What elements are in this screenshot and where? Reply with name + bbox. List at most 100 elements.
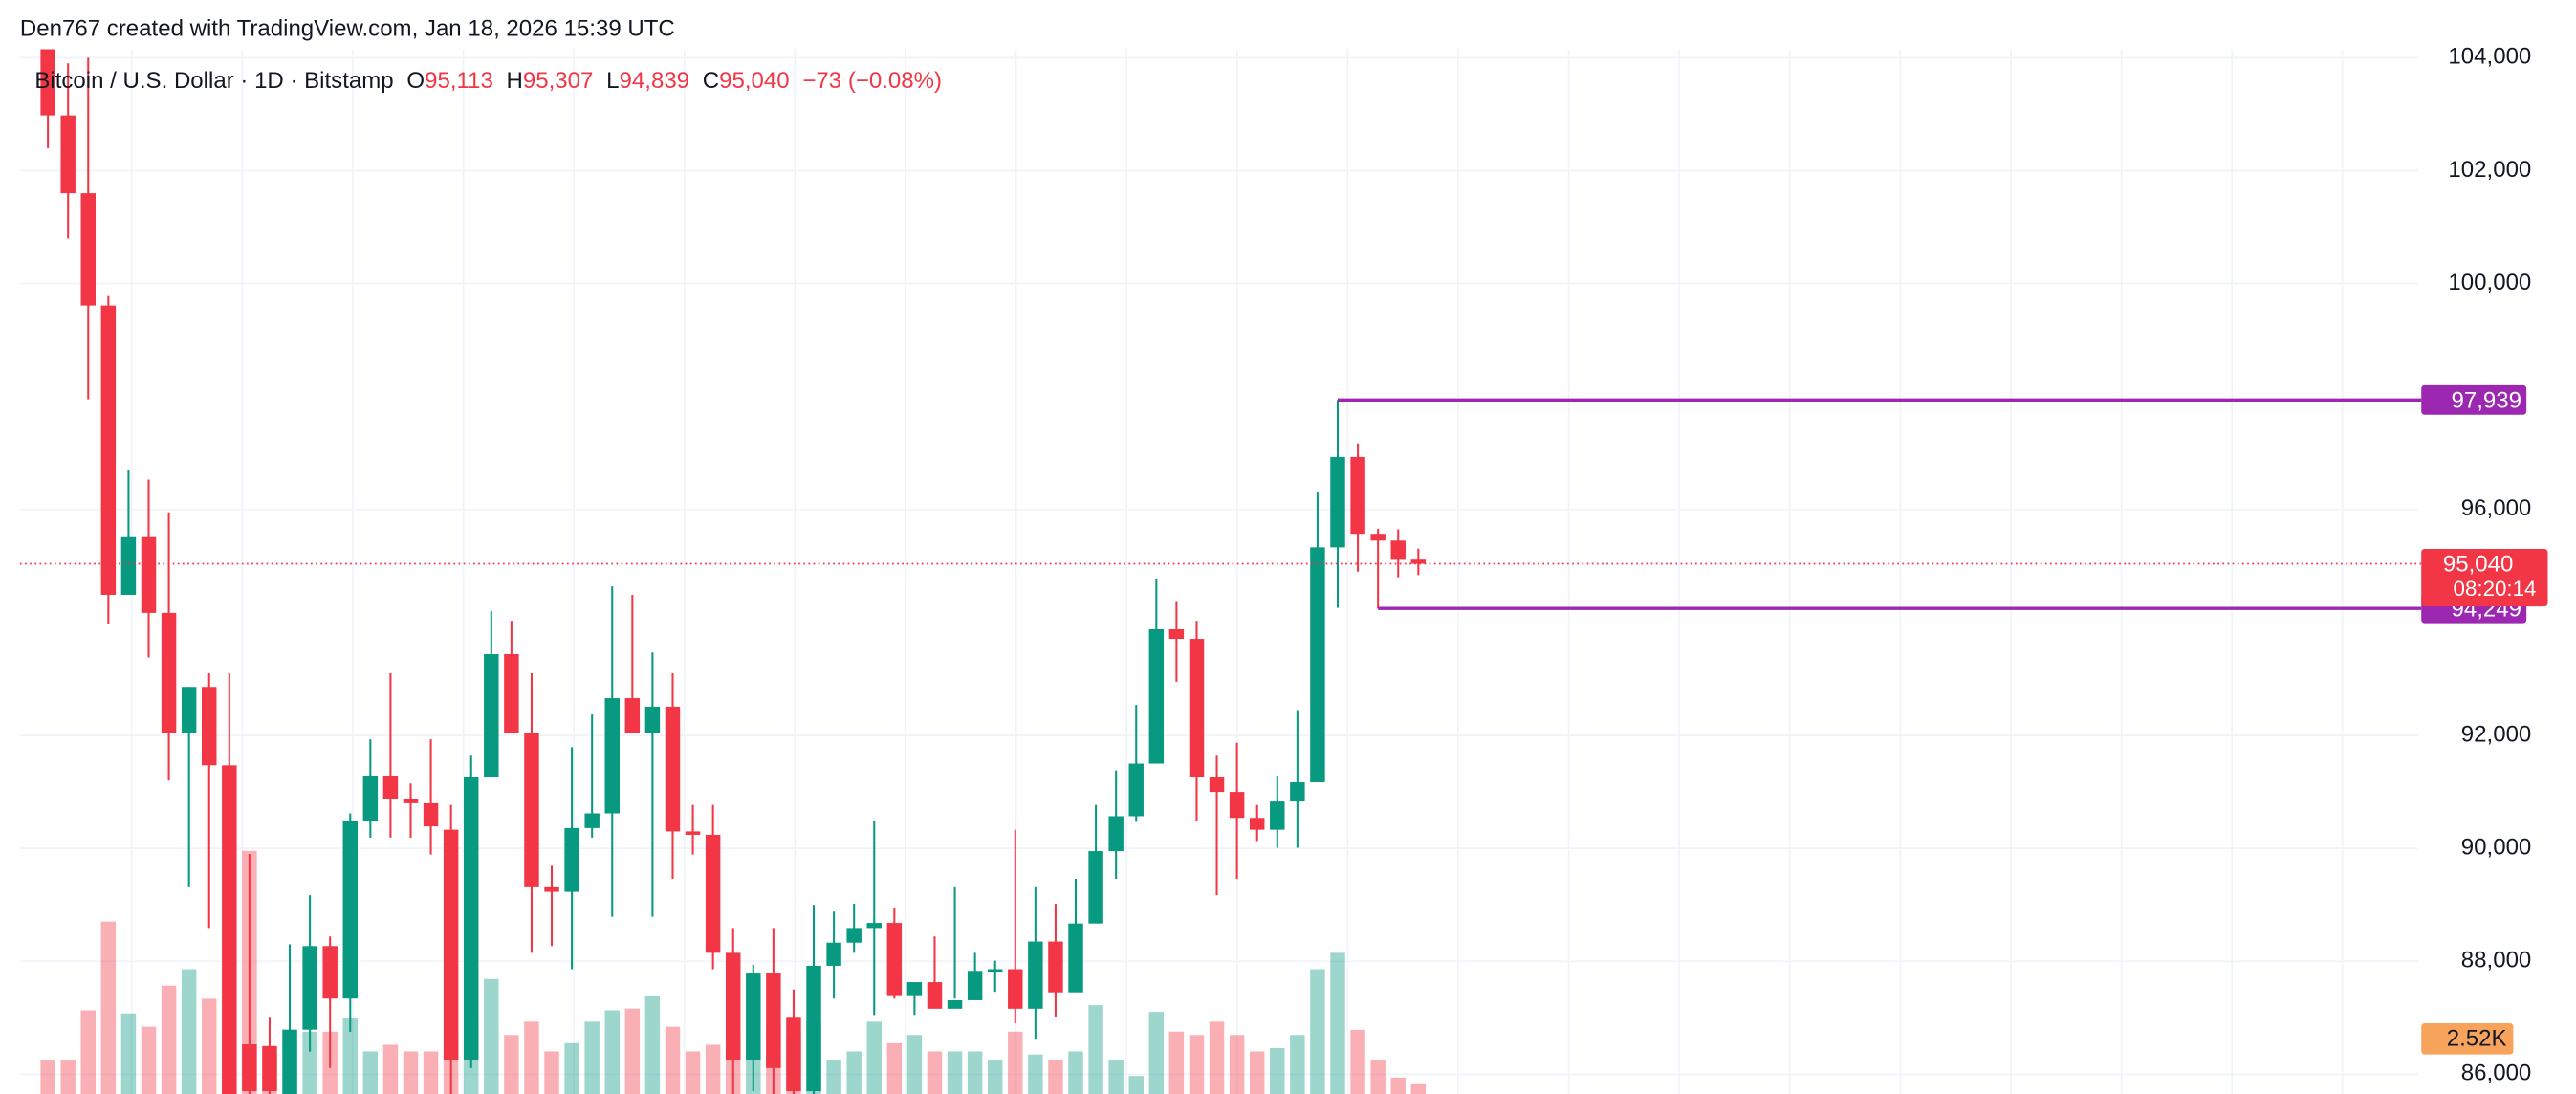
candle-body — [584, 813, 600, 828]
volume-bar — [1249, 1051, 1265, 1094]
volume-bar — [564, 1042, 579, 1094]
candle-body — [604, 698, 620, 814]
candle-body — [1410, 559, 1427, 564]
volume-bar — [866, 1021, 882, 1094]
volume-bar — [1068, 1051, 1083, 1094]
volume-bar — [927, 1051, 943, 1094]
legend-key: H — [507, 68, 523, 94]
candle-body — [644, 706, 661, 733]
candle-body — [1108, 816, 1124, 852]
volume-bar — [161, 985, 177, 1094]
y-tick-label: 100,000 — [2448, 270, 2531, 295]
candle-body — [342, 820, 358, 999]
candle-body — [423, 802, 439, 827]
candle-body — [100, 305, 117, 595]
candle-body — [1168, 628, 1185, 640]
volume-bar — [181, 969, 197, 1094]
y-tick-label: 92,000 — [2461, 721, 2532, 747]
header: Den767 created with TradingView.com, Jan… — [20, 15, 675, 41]
candle-body — [544, 886, 559, 892]
level-label-box — [2421, 384, 2527, 415]
y-tick-label: 104,000 — [2448, 44, 2531, 70]
volume-bar — [624, 1008, 641, 1094]
volume-bar — [886, 1042, 903, 1094]
candle-body — [1088, 851, 1103, 924]
legend-key: C — [703, 68, 719, 94]
y-tick-label: 96,000 — [2461, 495, 2532, 521]
candle-body — [302, 946, 317, 1030]
volume-bar — [826, 1060, 841, 1094]
volume-bar — [1048, 1060, 1063, 1094]
legend-symbol: Bitcoin / U.S. Dollar · 1D · Bitstamp — [34, 68, 393, 94]
candle-body — [463, 777, 479, 1060]
volume-bar — [1209, 1021, 1225, 1094]
legend-value: 95,040 — [719, 68, 790, 94]
volume-bar — [524, 1021, 539, 1094]
candle-body — [282, 1029, 297, 1094]
candle-body — [967, 971, 983, 1000]
candle-body — [504, 653, 519, 733]
volume-bar — [987, 1060, 1003, 1094]
candle-body — [987, 969, 1003, 973]
volume-bar — [1168, 1031, 1185, 1094]
volume-bar — [1410, 1083, 1427, 1094]
legend-key: O — [406, 68, 425, 94]
candle-body — [685, 831, 701, 835]
volume-bar — [484, 978, 499, 1094]
candle-body — [120, 536, 137, 595]
volume-bar — [1028, 1054, 1043, 1094]
volume-bar — [1350, 1029, 1365, 1094]
volume-bar — [1008, 1031, 1023, 1094]
candle-body — [846, 928, 862, 943]
volume-bar — [1310, 969, 1325, 1094]
candle-body — [40, 49, 55, 116]
volume-bar — [947, 1051, 963, 1094]
volume-bar — [504, 1035, 519, 1094]
candle-body — [1330, 456, 1345, 548]
candle-body — [766, 973, 781, 1068]
volume-bar — [60, 1060, 76, 1094]
candle-body — [927, 982, 943, 1009]
volume-bar — [423, 1051, 439, 1094]
candle-body — [1390, 540, 1406, 560]
candle-body — [1249, 818, 1265, 830]
level-label: 97,939 — [2451, 387, 2521, 413]
candle-body — [161, 612, 177, 733]
candle-body — [1008, 969, 1023, 1009]
volume-bar — [403, 1051, 419, 1094]
y-tick-label: 88,000 — [2461, 948, 2532, 974]
candle-body — [222, 765, 237, 1094]
volume-bar — [1189, 1035, 1205, 1094]
candle-body — [624, 698, 641, 733]
volume-label-box — [2421, 1023, 2514, 1055]
candle-body — [1128, 763, 1144, 817]
volume-bar — [1330, 952, 1345, 1094]
volume-bar — [1128, 1076, 1144, 1094]
candle-body — [181, 687, 197, 733]
candle-body — [1148, 628, 1165, 764]
candle-body — [1209, 777, 1225, 793]
candle-body — [746, 973, 761, 1060]
candle-body — [524, 733, 539, 887]
candle-body — [665, 706, 681, 832]
legend-value: 95,307 — [523, 68, 594, 94]
candle-body — [826, 942, 841, 966]
candle-body — [362, 775, 379, 821]
candle-body — [262, 1045, 277, 1092]
volume-bar — [382, 1044, 399, 1094]
volume-bar — [302, 1031, 317, 1094]
candle-body — [806, 965, 821, 1092]
candle-body — [1068, 923, 1083, 993]
candle-body — [202, 687, 217, 766]
candle-body — [866, 923, 882, 929]
legend-value: 94,839 — [620, 68, 690, 94]
candle-body — [1229, 792, 1245, 819]
last-price-box — [2421, 549, 2548, 607]
volume-bar — [1229, 1035, 1245, 1094]
volume-label: 2.52K — [2447, 1026, 2507, 1052]
candle-body — [886, 923, 903, 996]
plot-area — [40, 49, 1427, 1094]
volume-bar — [1370, 1060, 1386, 1094]
